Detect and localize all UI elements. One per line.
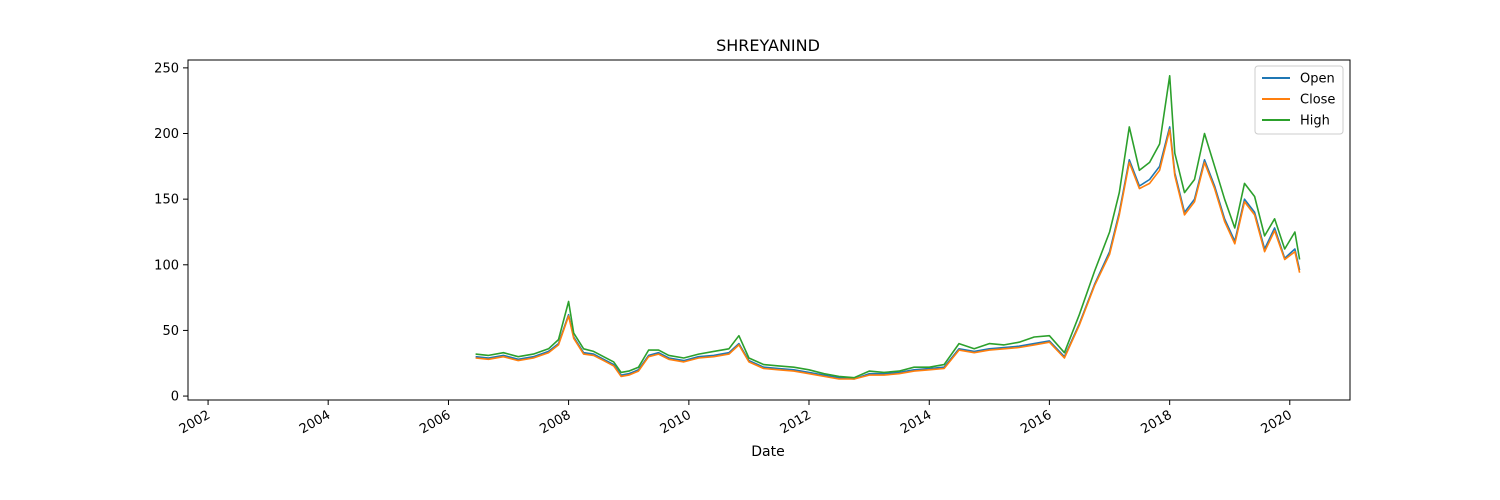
y-tick-label: 250 [154,61,179,76]
y-tick-label: 50 [162,324,179,339]
legend: Open Close High [1254,65,1344,135]
x-tick-label: 2006 [417,408,453,438]
x-tick-label: 2016 [1018,408,1054,438]
legend-label-open: Open [1300,72,1335,87]
x-axis-title: Date [751,444,784,460]
y-axis: 0 50 100 150 200 250 [154,61,188,405]
legend-label-high: High [1300,114,1330,129]
x-tick-label: 2018 [1139,408,1175,438]
plot-area [187,59,1351,401]
y-tick-label: 150 [154,193,179,208]
x-tick-label: 2008 [537,408,573,438]
y-tick-label: 100 [154,258,179,273]
series-line-open [475,126,1301,380]
x-tick-label: 2012 [778,408,814,438]
chart-title: SHREYANIND [716,36,820,55]
y-tick-label: 0 [171,390,179,405]
series-line-close [475,128,1301,380]
x-tick-label: 2002 [177,408,213,438]
x-tick-label: 2004 [297,408,333,438]
series-layer [475,75,1301,380]
plot-frame [187,59,1351,401]
x-tick-label: 2014 [898,408,934,438]
legend-label-close: Close [1300,93,1335,108]
series-line-high [475,75,1301,379]
legend-box [1254,65,1344,135]
x-axis: 2002 2004 2006 2008 2010 2012 2014 2016 2018 2020 [177,400,1295,437]
x-tick-label: 2020 [1259,408,1295,438]
x-tick-label: 2010 [658,408,694,438]
y-tick-label: 200 [154,127,179,142]
